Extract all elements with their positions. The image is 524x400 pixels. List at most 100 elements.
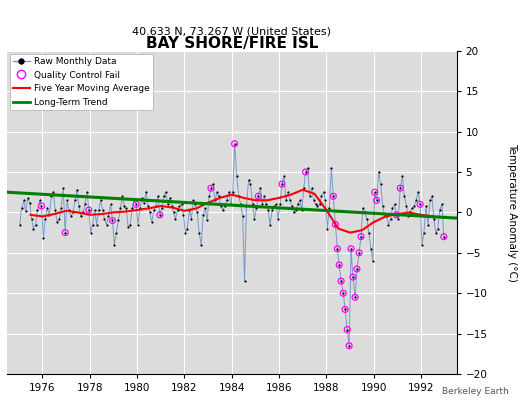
Point: [217, 203, 225, 209]
Point: [39, 235, 48, 242]
Point: [349, 274, 357, 280]
Point: [327, 165, 335, 171]
Point: [71, 197, 79, 204]
Point: [191, 201, 200, 208]
Point: [187, 216, 195, 222]
Point: [156, 212, 164, 218]
Point: [373, 197, 381, 204]
Point: [158, 205, 166, 212]
Point: [357, 234, 365, 240]
Point: [435, 207, 444, 213]
Point: [83, 189, 91, 196]
Point: [440, 234, 448, 240]
Point: [252, 205, 260, 212]
Point: [178, 201, 186, 208]
Point: [207, 185, 215, 191]
Point: [384, 221, 392, 228]
Point: [248, 201, 257, 208]
Point: [323, 225, 332, 232]
Point: [343, 326, 352, 333]
Point: [34, 207, 42, 213]
Point: [349, 274, 357, 280]
Point: [347, 246, 355, 252]
Point: [310, 197, 318, 204]
Point: [278, 181, 286, 187]
Point: [166, 195, 174, 201]
Point: [138, 195, 146, 201]
Point: [140, 200, 148, 206]
Point: [386, 216, 395, 222]
Point: [351, 294, 359, 300]
Point: [339, 290, 347, 296]
Point: [100, 216, 108, 222]
Point: [440, 234, 448, 240]
Point: [337, 278, 345, 284]
Point: [73, 186, 81, 193]
Point: [280, 173, 288, 179]
Point: [284, 189, 292, 196]
Point: [357, 234, 365, 240]
Point: [408, 205, 416, 212]
Point: [168, 203, 176, 209]
Point: [116, 205, 125, 212]
Point: [331, 221, 340, 228]
Point: [120, 203, 128, 209]
Point: [199, 212, 208, 218]
Point: [234, 193, 243, 200]
Y-axis label: Temperature Anomaly (°C): Temperature Anomaly (°C): [507, 143, 517, 282]
Point: [430, 216, 438, 222]
Point: [414, 189, 422, 196]
Point: [223, 197, 231, 204]
Point: [373, 197, 381, 204]
Point: [308, 185, 316, 191]
Point: [37, 203, 46, 209]
Point: [242, 203, 250, 209]
Point: [390, 201, 399, 208]
Point: [244, 177, 253, 183]
Point: [428, 193, 436, 200]
Legend: Raw Monthly Data, Quality Control Fail, Five Year Moving Average, Long-Term Tren: Raw Monthly Data, Quality Control Fail, …: [9, 54, 154, 110]
Point: [341, 306, 350, 312]
Point: [301, 169, 310, 175]
Point: [329, 193, 337, 200]
Point: [19, 197, 28, 204]
Point: [53, 219, 61, 225]
Point: [254, 193, 263, 200]
Point: [394, 216, 402, 222]
Point: [132, 201, 140, 208]
Point: [434, 225, 442, 232]
Point: [219, 207, 227, 213]
Point: [320, 189, 328, 196]
Point: [49, 189, 58, 196]
Point: [406, 209, 414, 216]
Point: [124, 224, 132, 230]
Point: [79, 209, 87, 216]
Point: [136, 205, 144, 212]
Point: [270, 203, 278, 209]
Point: [355, 250, 363, 256]
Point: [122, 205, 130, 212]
Point: [282, 197, 290, 204]
Point: [148, 219, 156, 225]
Point: [77, 213, 85, 220]
Point: [126, 221, 135, 228]
Point: [81, 201, 89, 208]
Point: [99, 207, 107, 213]
Point: [36, 197, 44, 204]
Point: [262, 201, 270, 208]
Point: [392, 212, 401, 218]
Point: [24, 195, 32, 201]
Point: [424, 221, 432, 228]
Point: [163, 201, 172, 208]
Point: [388, 205, 397, 212]
Point: [347, 246, 355, 252]
Point: [412, 197, 420, 204]
Point: [201, 205, 210, 212]
Point: [183, 225, 191, 232]
Point: [335, 262, 343, 268]
Point: [69, 209, 77, 216]
Point: [272, 201, 280, 208]
Point: [298, 207, 306, 213]
Point: [55, 216, 63, 222]
Point: [361, 209, 369, 216]
